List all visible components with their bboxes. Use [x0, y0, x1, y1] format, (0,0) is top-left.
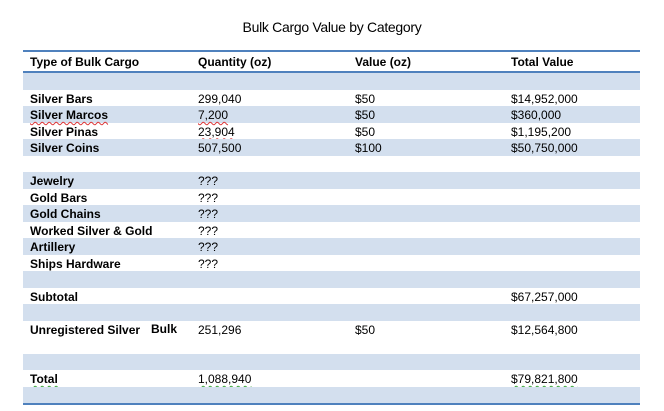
table-row: Silver Coins 507,500 $100 $50,750,000	[23, 139, 640, 156]
quantity-cell: ???	[198, 223, 219, 238]
table-row: Subtotal $67,257,000	[23, 288, 640, 305]
spacer-row	[23, 353, 640, 370]
cargo-type-cell: Subtotal	[30, 289, 78, 304]
value-cell: $50	[355, 322, 376, 337]
table-row: Gold Bars???	[23, 189, 640, 206]
quantity-cell: 1,088,940	[198, 371, 251, 387]
cargo-type-cell: Unregistered Silver	[30, 322, 141, 337]
quantity-cell: 299,040	[198, 91, 242, 106]
header-type: Type of Bulk Cargo	[30, 55, 140, 69]
header-value: Value (oz)	[355, 55, 412, 69]
spacer-row	[23, 73, 640, 90]
value-cell: $50	[355, 124, 376, 139]
quantity-cell: ???	[198, 240, 219, 254]
value-cell: $50	[355, 91, 376, 106]
total-value-cell: $360,000	[511, 108, 562, 122]
quantity-cell: ???	[198, 174, 219, 188]
header-quantity: Quantity (oz)	[198, 55, 272, 69]
table-row: Ships Hardware???	[23, 255, 640, 272]
table-title: Bulk Cargo Value by Category	[242, 19, 422, 35]
total-value-cell: $79,821,800	[511, 371, 578, 387]
cargo-type-cell: Artillery	[30, 240, 76, 254]
top-rule	[23, 50, 640, 52]
value-cell: $50	[355, 108, 376, 122]
cargo-type-cell: Silver Pinas	[30, 124, 99, 139]
header-row: Type of Bulk Cargo Quantity (oz) Value (…	[23, 52, 640, 71]
total-value-cell: $12,564,800	[511, 322, 578, 337]
cell-text: 7,200	[198, 108, 229, 122]
cell-text: 1,088,940	[198, 372, 252, 386]
quantity-cell: 507,500	[198, 141, 242, 155]
spacer-row	[23, 386, 640, 403]
cargo-type-cell-bulk: Bulk	[151, 321, 178, 336]
cell-text: Silver Marcos	[30, 108, 109, 122]
table-row: Silver Bars 299,040 $50 $14,952,000	[23, 90, 640, 107]
cargo-type-cell: Silver Coins	[30, 141, 100, 155]
cargo-type-cell: Ships Hardware	[30, 256, 121, 271]
table-row: Silver Pinas 23,904 $50 $1,195,200	[23, 123, 640, 140]
quantity-cell: 251,296	[198, 322, 242, 337]
table-row: Artillery???	[23, 238, 640, 255]
spacer-row	[23, 271, 640, 288]
quantity-cell: ???	[198, 190, 219, 205]
table-row: Total 1,088,940 $79,821,800	[23, 370, 640, 387]
value-cell: $100	[355, 141, 382, 155]
table-row: Jewelry???	[23, 172, 640, 189]
quantity-cell: 7,200	[198, 107, 228, 123]
header-total: Total Value	[511, 55, 574, 69]
header-rule	[23, 71, 640, 73]
cargo-type-cell: Total	[30, 371, 58, 387]
quantity-cell: ???	[198, 207, 219, 221]
table-row: Unregistered Silver Bulk 251,296 $50 $12,564…	[23, 321, 640, 354]
cargo-table: Type of Bulk Cargo Quantity (oz) Value (…	[23, 50, 640, 405]
total-value-cell: $50,750,000	[511, 141, 578, 155]
cargo-type-cell: Silver Bars	[30, 91, 93, 106]
cell-text: 23,904	[198, 124, 235, 139]
cargo-type-cell: Jewelry	[30, 174, 75, 188]
table-body: Silver Bars 299,040 $50 $14,952,000 Silver M…	[23, 73, 640, 403]
quantity-cell: 23,904	[198, 124, 235, 140]
bottom-rule	[23, 403, 640, 405]
cargo-type-cell: Gold Chains	[30, 207, 101, 221]
cargo-type-cell: Worked Silver & Gold	[30, 223, 153, 238]
total-value-cell: $1,195,200	[511, 124, 572, 139]
table-row: Silver Marcos 7,200 $50 $360,000	[23, 106, 640, 123]
cargo-type-cell: Silver Marcos	[30, 107, 108, 123]
table-row: Gold Chains???	[23, 205, 640, 222]
cell-text: Total	[30, 372, 58, 386]
cell-text: $79,821,800	[511, 372, 578, 386]
spacer-row	[23, 304, 640, 321]
quantity-cell: ???	[198, 256, 219, 271]
cargo-type-cell: Gold Bars	[30, 190, 88, 205]
table-row: Worked Silver & Gold???	[23, 222, 640, 239]
total-value-cell: $67,257,000	[511, 289, 578, 304]
total-value-cell: $14,952,000	[511, 91, 578, 106]
spacer-row	[23, 156, 640, 173]
